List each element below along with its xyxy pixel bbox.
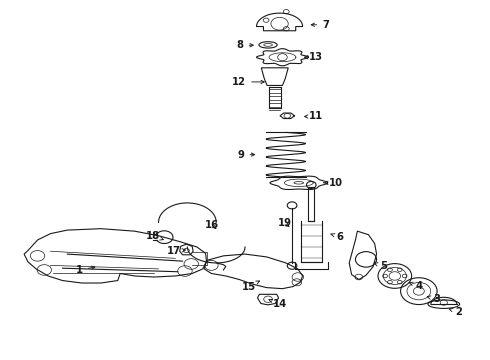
Text: 6: 6 — [331, 232, 343, 242]
Text: 11: 11 — [305, 112, 323, 121]
Text: 3: 3 — [427, 294, 441, 304]
Text: 14: 14 — [269, 299, 287, 309]
Text: 19: 19 — [277, 218, 292, 228]
Text: 12: 12 — [232, 77, 264, 87]
Text: 7: 7 — [311, 20, 329, 30]
Text: 15: 15 — [242, 281, 260, 292]
Text: 5: 5 — [374, 261, 387, 271]
Text: 10: 10 — [324, 178, 343, 188]
Text: 9: 9 — [238, 150, 255, 159]
Text: 8: 8 — [237, 40, 253, 50]
Text: 17: 17 — [167, 246, 185, 256]
Text: 16: 16 — [205, 220, 220, 230]
Text: 13: 13 — [305, 52, 323, 62]
Text: 1: 1 — [76, 265, 95, 275]
Text: 4: 4 — [409, 281, 422, 291]
Text: 2: 2 — [449, 307, 462, 317]
Text: 18: 18 — [146, 231, 163, 241]
